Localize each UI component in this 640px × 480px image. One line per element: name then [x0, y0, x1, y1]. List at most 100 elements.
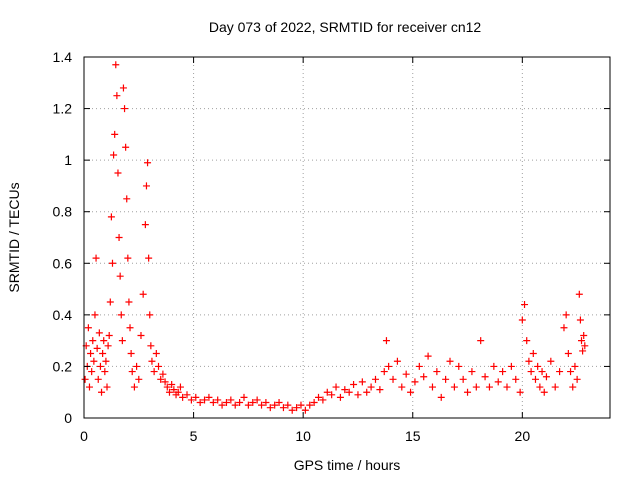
data-point [88, 368, 96, 376]
data-point [104, 342, 112, 350]
data-point [147, 342, 155, 350]
data-point [415, 362, 423, 370]
data-point [108, 259, 116, 267]
data-point [102, 357, 110, 365]
data-point [218, 401, 226, 409]
data-point [135, 375, 143, 383]
data-point [385, 362, 393, 370]
data-point [139, 290, 147, 298]
data-point [523, 337, 531, 345]
data-point [121, 105, 129, 113]
data-point [575, 290, 583, 298]
data-point [527, 368, 535, 376]
data-point [279, 404, 287, 412]
data-point [152, 350, 160, 358]
data-point [354, 391, 362, 399]
data-point [442, 375, 450, 383]
data-point [222, 399, 230, 407]
data-point [123, 195, 131, 203]
data-point [382, 337, 390, 345]
data-point [367, 383, 375, 391]
data-point [96, 362, 104, 370]
data-point [578, 337, 586, 345]
data-point [128, 368, 136, 376]
data-point [350, 380, 358, 388]
data-point [567, 368, 575, 376]
data-point [81, 375, 89, 383]
data-point [99, 350, 107, 358]
data-point [407, 388, 415, 396]
data-point [540, 388, 548, 396]
data-point [428, 383, 436, 391]
data-point [103, 383, 111, 391]
data-point [464, 388, 472, 396]
data-point [118, 337, 126, 345]
data-point [161, 378, 169, 386]
data-point [165, 388, 173, 396]
data-point [569, 383, 577, 391]
data-point [341, 386, 349, 394]
data-point [98, 388, 106, 396]
data-point [345, 388, 353, 396]
data-point [301, 406, 309, 414]
data-point [288, 406, 296, 414]
data-point [85, 383, 93, 391]
data-point [459, 375, 467, 383]
data-point [183, 391, 191, 399]
data-point [113, 92, 121, 100]
data-point [192, 393, 200, 401]
data-point [455, 362, 463, 370]
data-point [106, 298, 114, 306]
y-tick-label: 1.4 [53, 49, 73, 65]
data-point [93, 344, 101, 352]
data-point [141, 221, 149, 229]
data-point [284, 401, 292, 409]
data-point [163, 383, 171, 391]
data-point [201, 396, 209, 404]
data-point [100, 337, 108, 345]
data-point [214, 396, 222, 404]
data-point [95, 329, 103, 337]
data-point [507, 362, 515, 370]
x-tick-label: 15 [405, 428, 421, 444]
data-point [119, 84, 127, 92]
chart-title: Day 073 of 2022, SRMTID for receiver cn1… [209, 19, 482, 35]
data-point [547, 357, 555, 365]
data-point [125, 298, 133, 306]
x-tick-label: 10 [295, 428, 311, 444]
data-point [87, 350, 95, 358]
data-point [115, 234, 123, 241]
data-point [556, 368, 564, 376]
data-point [562, 311, 570, 319]
y-tick-label: 0.4 [53, 307, 73, 323]
data-point [271, 401, 279, 409]
data-point [107, 213, 115, 221]
data-point [150, 368, 158, 376]
data-point [170, 386, 178, 394]
data-point [433, 368, 441, 376]
data-point [437, 393, 445, 401]
data-point [564, 350, 572, 358]
data-point [468, 368, 476, 376]
grid-lines [84, 57, 610, 418]
data-point [551, 383, 559, 391]
data-point [196, 399, 204, 407]
data-point [393, 357, 401, 365]
data-point [124, 254, 132, 262]
data-point [306, 401, 314, 409]
data-point [236, 399, 244, 407]
data-point [450, 383, 458, 391]
data-point [240, 393, 248, 401]
data-point [420, 373, 428, 381]
data-point [538, 368, 546, 376]
data-point [176, 383, 184, 391]
data-point [518, 316, 526, 324]
data-point [275, 399, 283, 407]
data-point [534, 362, 542, 370]
y-tick-label: 0.8 [53, 204, 73, 220]
data-point [159, 370, 167, 378]
data-point [297, 401, 305, 409]
data-point [376, 386, 384, 394]
data-point [133, 362, 141, 370]
